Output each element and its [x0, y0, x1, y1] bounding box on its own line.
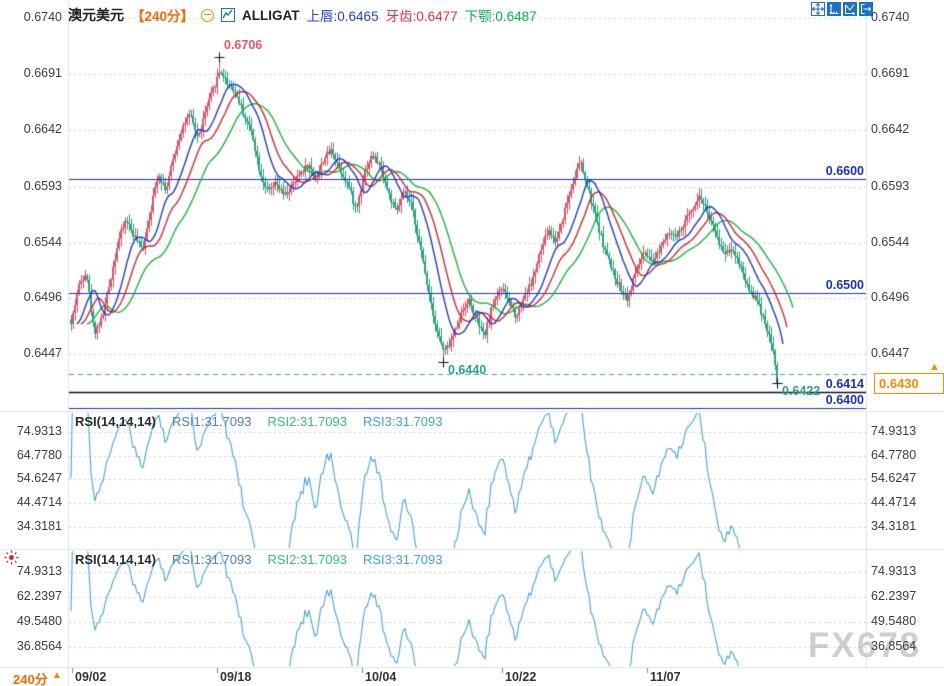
price-axis-label-right: 0.6593 — [871, 178, 910, 193]
rsi-panel-2-header: RSI(14,14,14) RSI1:31.7093 RSI2:31.7093 RS… — [75, 552, 442, 567]
price-axis-label-right: 0.6642 — [871, 122, 910, 137]
rsi1-axis-label-right: 54.6247 — [871, 471, 917, 486]
timeframe-label[interactable]: 【240分】 — [131, 9, 195, 24]
rsi-reading: RSI1:31.7093 — [171, 414, 252, 429]
indicator-name: ALLIGAT — [242, 7, 300, 23]
rsi2-axis-label-left: 62.2397 — [16, 588, 62, 603]
indicator-settings-icon[interactable] — [3, 549, 20, 566]
rsi-reading: RSI3:31.7093 — [362, 552, 443, 567]
rsi1-axis-label-left: 74.9313 — [16, 424, 62, 438]
price-axis-label-right: 0.6740 — [871, 10, 910, 24]
rsi1-axis-label-right: 34.3181 — [871, 518, 917, 533]
fit-horizontal-scale-icon[interactable] — [843, 2, 857, 16]
date-axis-label: 10/04 — [365, 670, 397, 684]
price-axis-label-left: 0.6740 — [23, 10, 62, 24]
rsi1-axis-label-right: 44.4714 — [871, 495, 917, 510]
rsi-reading: RSI2:31.7093 — [267, 414, 347, 429]
pan-chart-icon[interactable] — [811, 2, 825, 16]
rsi2-axis-label-right: 74.9313 — [871, 564, 917, 578]
alligator-jaw-value: 下颚:0.6487 — [464, 9, 537, 24]
rsi-title: RSI(14,14,14) — [75, 552, 156, 567]
rsi2-axis-label-right: 49.5480 — [871, 614, 917, 628]
rsi2-axis-label-left: 49.5480 — [16, 614, 62, 628]
symbol-name: 澳元美元 — [68, 7, 124, 23]
rsi1-axis-label-right: 64.7780 — [871, 447, 917, 462]
rsi2-axis-label-right: 62.2397 — [871, 588, 917, 603]
rsi1-axis-label-left: 64.7780 — [16, 447, 62, 462]
chart-toolbar — [811, 2, 873, 16]
price-axis-label-left: 0.6642 — [23, 122, 62, 137]
rsi1-axis-label-right: 74.9313 — [871, 424, 917, 438]
timeframe-dropdown-arrow-icon[interactable]: ▲ — [52, 670, 62, 681]
price-axis-label-left: 0.6593 — [23, 178, 62, 193]
price-axis-label-right: 0.6496 — [871, 289, 910, 304]
rsi1-axis-label-left: 44.4714 — [16, 495, 62, 510]
rsi2-axis-label-right: 36.8564 — [871, 638, 917, 653]
alligator-lips-value: 上唇:0.6465 — [306, 9, 379, 24]
rsi-title: RSI(14,14,14) — [75, 414, 156, 429]
rsi1-axis-label-left: 54.6247 — [16, 471, 62, 486]
price-axis-label-right: 0.6691 — [871, 66, 910, 81]
price-annotation: 0.6440 — [448, 363, 487, 378]
alert-arrow-icon: ▲ — [929, 361, 940, 373]
level-label: 0.6414 — [825, 376, 864, 391]
level-label: 0.6400 — [825, 393, 864, 407]
date-axis-label: 11/07 — [650, 670, 681, 684]
rsi1-axis-label-left: 34.3181 — [16, 518, 62, 533]
rsi2-axis-label-left: 36.8564 — [16, 638, 62, 653]
alligator-teeth-value: 牙齿:0.6477 — [385, 9, 458, 24]
price-annotation: 0.6706 — [224, 38, 263, 52]
collapse-indicator-icon[interactable] — [201, 8, 215, 22]
price-axis-label-left: 0.6496 — [23, 289, 62, 304]
price-axis-label-right: 0.6544 — [871, 234, 910, 249]
date-axis-label: 09/02 — [75, 670, 107, 684]
footer-timeframe-button[interactable]: 240分 — [13, 672, 48, 686]
price-annotation: 0.6422 — [782, 383, 821, 398]
chart-header: 澳元美元 【240分】 ALLIGAT 上唇:0.6465 牙齿:0.6477 … — [68, 5, 537, 25]
date-axis-label: 10/22 — [505, 670, 537, 684]
alligator-indicator-icon — [221, 8, 236, 22]
watermark: FX678 — [808, 626, 922, 665]
rsi-reading: RSI3:31.7093 — [362, 414, 443, 429]
fit-vertical-scale-icon[interactable] — [827, 2, 841, 16]
level-label: 0.6600 — [825, 163, 864, 178]
price-axis-label-left: 0.6691 — [23, 66, 62, 81]
reset-view-icon[interactable] — [859, 2, 873, 16]
date-axis-label: 09/18 — [220, 670, 252, 684]
rsi-reading: RSI1:31.7093 — [171, 552, 252, 567]
price-alert-badge[interactable]: 0.6430 — [874, 373, 944, 394]
rsi2-axis-label-left: 74.9313 — [16, 564, 62, 578]
price-axis-label-right: 0.6447 — [871, 346, 910, 361]
price-axis-label-left: 0.6544 — [23, 234, 62, 249]
rsi-reading: RSI2:31.7093 — [267, 552, 347, 567]
price-axis-label-left: 0.6447 — [23, 346, 62, 361]
rsi-panel-1-header: RSI(14,14,14) RSI1:31.7093 RSI2:31.7093 RS… — [75, 414, 442, 429]
level-label: 0.6500 — [825, 278, 864, 293]
